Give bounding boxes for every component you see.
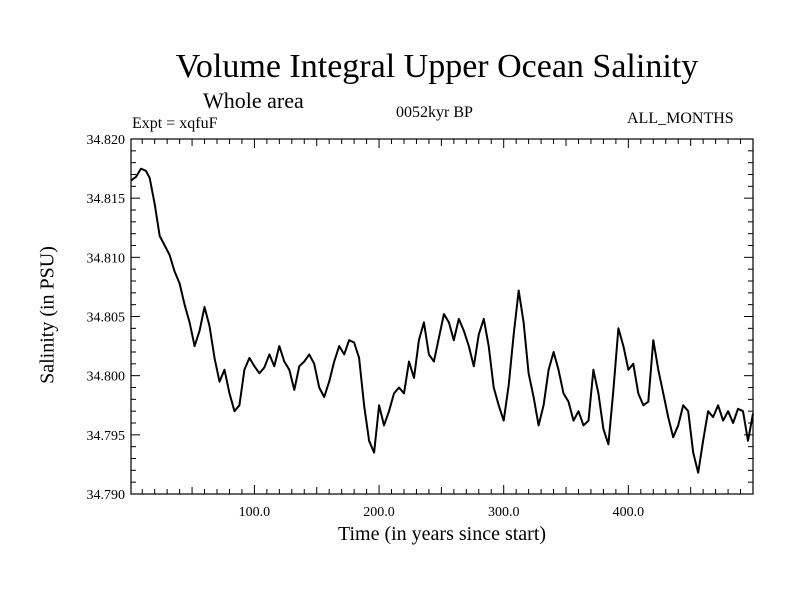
axis-ticks (131, 138, 754, 495)
x-tick-label: 100.0 (239, 505, 271, 520)
y-tick-label: 34.790 (87, 488, 126, 503)
y-tick-label: 34.800 (87, 370, 126, 385)
y-tick-label: 34.795 (87, 429, 126, 444)
x-tick-label: 200.0 (363, 505, 395, 520)
x-tick-label: 400.0 (613, 505, 645, 520)
period-label: 0052kyr BP (396, 104, 473, 121)
salinity-series-line (130, 167, 754, 474)
chart-subtitle: Whole area (203, 88, 304, 113)
x-tick-label: 300.0 (488, 505, 520, 520)
plot-frame (130, 138, 754, 495)
y-tick-label: 34.805 (87, 311, 126, 326)
y-tick-label: 34.815 (87, 192, 126, 207)
chart-title: Volume Integral Upper Ocean Salinity (175, 48, 699, 85)
y-tick-label: 34.820 (87, 133, 126, 148)
tick-labels: 34.790 34.795 34.800 34.805 34.810 34.815 34.8… (87, 133, 645, 520)
x-axis-label: Time (in years since start) (337, 523, 547, 545)
y-tick-label: 34.810 (87, 251, 126, 266)
experiment-label: Expt = xqfuF (132, 115, 218, 132)
months-label: ALL_MONTHS (627, 110, 734, 127)
